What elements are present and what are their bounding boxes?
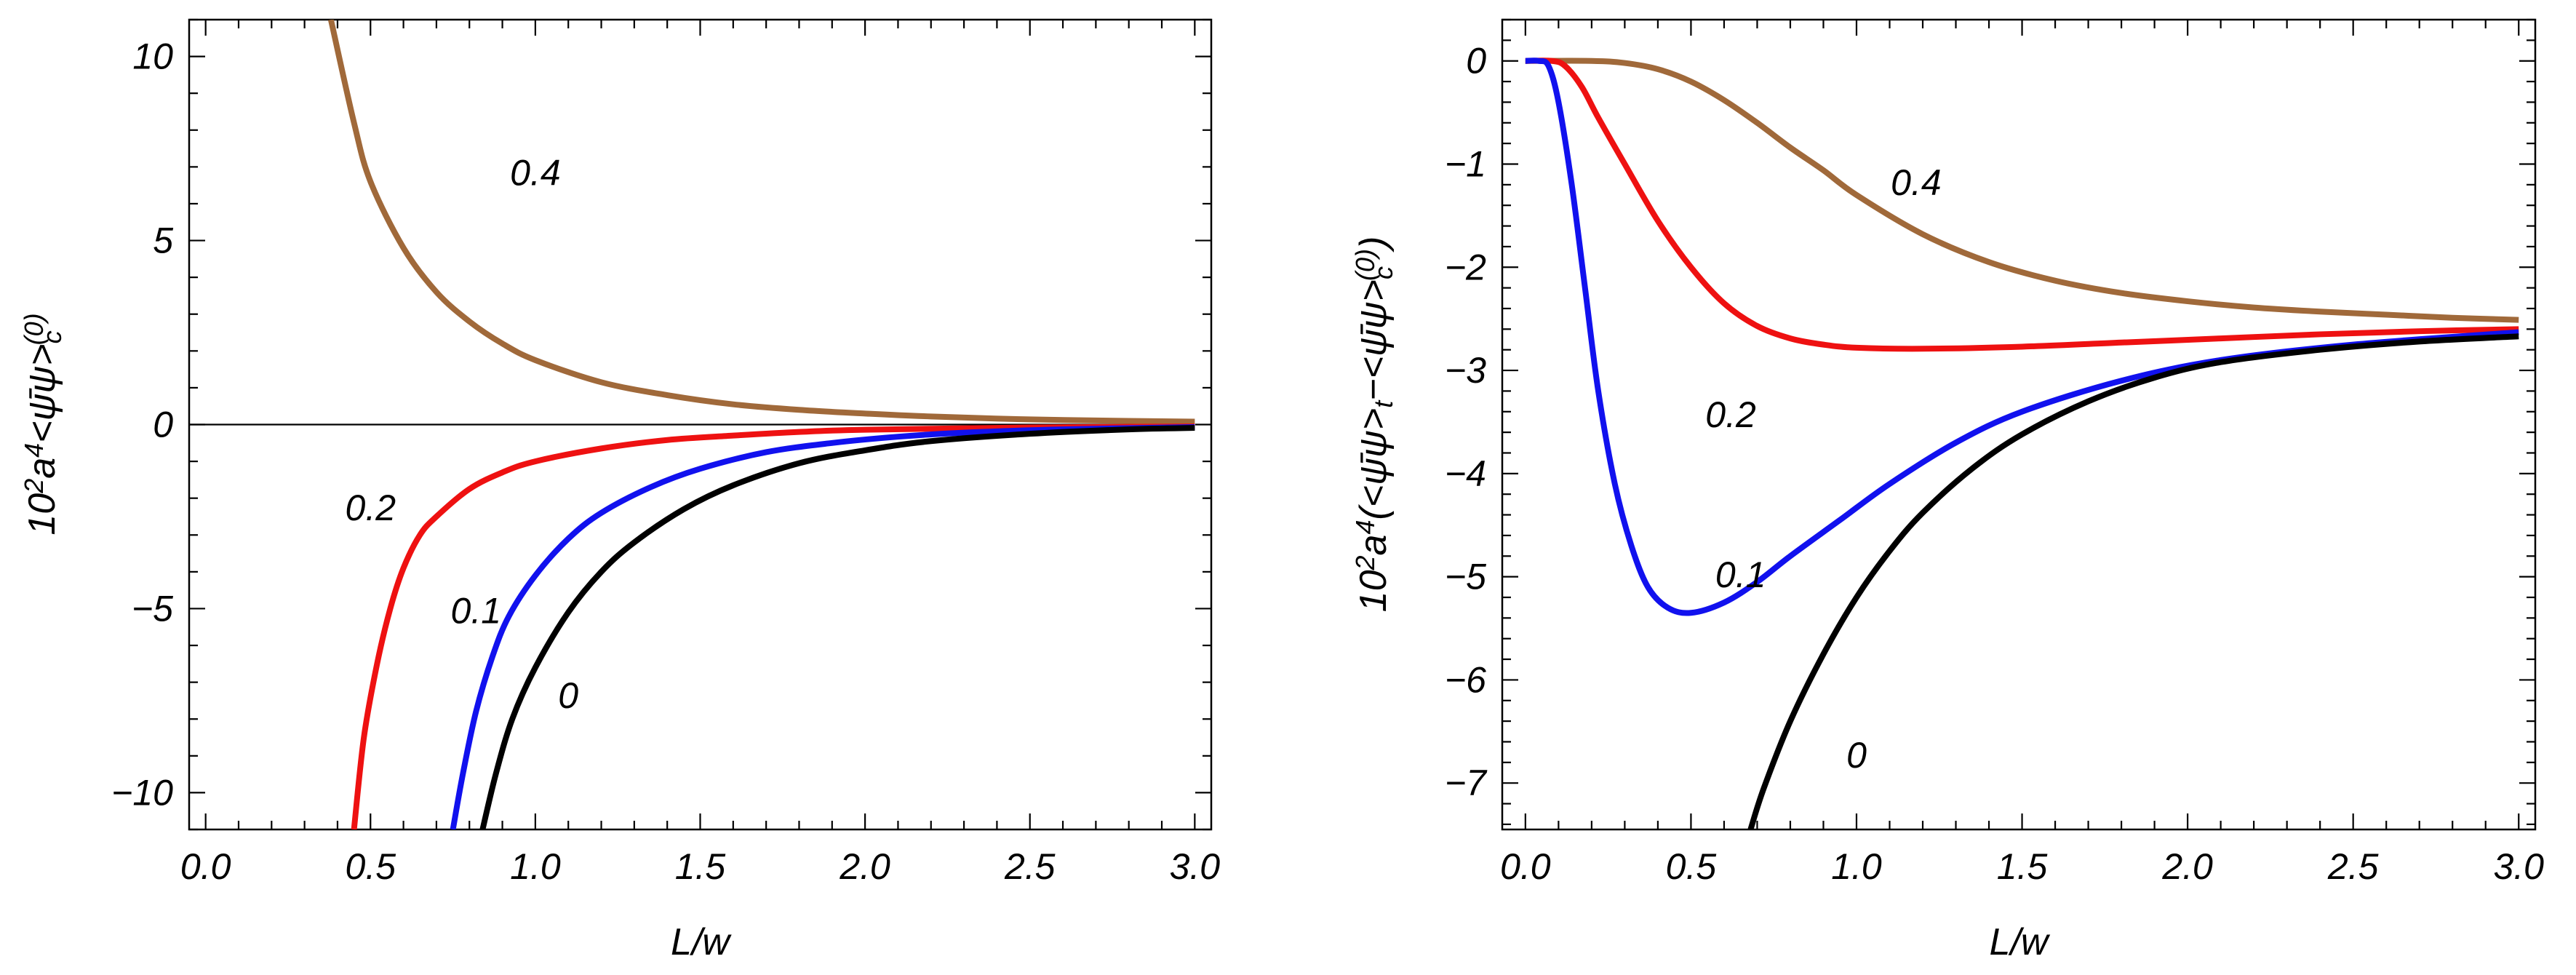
x-tick-label: 1.0: [510, 846, 561, 887]
x-tick-label: 0.5: [1666, 846, 1717, 887]
x-tick-label: 2.0: [839, 846, 890, 887]
series-line-0-4: [327, 20, 1195, 425]
x-axis-label: L/w: [1990, 921, 2051, 963]
curve-label-0: 0: [558, 675, 578, 716]
x-tick-label: 1.0: [1831, 846, 1882, 887]
x-tick-label: 0.5: [346, 846, 396, 887]
curve-label-0: 0: [1846, 735, 1867, 776]
y-axis-label: 102a4<ψ̄ψ>c(0): [19, 313, 67, 535]
left-chart-panel: 0.0 0.5 1.0 1.5 2.0 2.5 3.0 −10 −5 0 5 10 0.4 0.2 0.1 0…: [19, 18, 1221, 963]
x-tick-label: 3.0: [2493, 846, 2544, 887]
curve-label-0-1: 0.1: [451, 591, 502, 632]
y-tick-label: −5: [1445, 557, 1486, 597]
y-tick-label: −2: [1445, 247, 1486, 287]
y-tick-label: 0: [1466, 41, 1486, 81]
series-line-0-2: [351, 423, 1195, 829]
y-tick-label: −3: [1445, 350, 1486, 391]
y-tick-label: −10: [111, 772, 173, 813]
y-tick-label: 5: [153, 220, 173, 261]
series-line-0: [479, 425, 1195, 829]
y-tick-label: −5: [132, 588, 173, 629]
x-tick-label: 0.0: [180, 846, 231, 887]
curve-label-0-1: 0.1: [1715, 554, 1766, 595]
curve-label-0-4: 0.4: [510, 153, 561, 194]
series-line-0-1: [450, 424, 1195, 829]
x-tick-label: 2.5: [1004, 846, 1056, 887]
x-tick-label: 1.5: [675, 846, 726, 887]
series-line-0: [1747, 333, 2519, 829]
y-tick-label: −1: [1445, 143, 1486, 184]
series-line-0-4: [1525, 57, 2519, 323]
y-tick-label: −4: [1445, 453, 1486, 494]
x-tick-label: 0.0: [1500, 846, 1551, 887]
x-tick-label: 2.0: [2161, 846, 2213, 887]
plot-frame: [1501, 18, 2537, 831]
y-tick-label: −7: [1445, 763, 1488, 803]
x-tick-label: 3.0: [1170, 846, 1221, 887]
x-axis-label: L/w: [671, 921, 732, 963]
y-tick-label: −6: [1445, 659, 1486, 700]
curve-label-0-4: 0.4: [1891, 162, 1942, 203]
x-tick-label: 2.5: [2327, 846, 2379, 887]
curve-label-0-2: 0.2: [1705, 394, 1756, 435]
y-tick-label: 0: [153, 405, 173, 445]
series-line-0-1: [1525, 57, 2519, 616]
series-line-0-2: [1525, 57, 2519, 352]
x-tick-label: 1.5: [1997, 846, 2048, 887]
curve-label-0-2: 0.2: [346, 488, 396, 528]
y-axis-label: 102a4(<ψ̄ψ>t−<ψ̄ψ>c(0)): [1350, 236, 1398, 613]
y-tick-label: 10: [132, 36, 173, 77]
right-chart-panel: 0.0 0.5 1.0 1.5 2.0 2.5 3.0 0 −1 −2 −3 −4 −5 −6 −7 0.4 0…: [1350, 18, 2544, 963]
